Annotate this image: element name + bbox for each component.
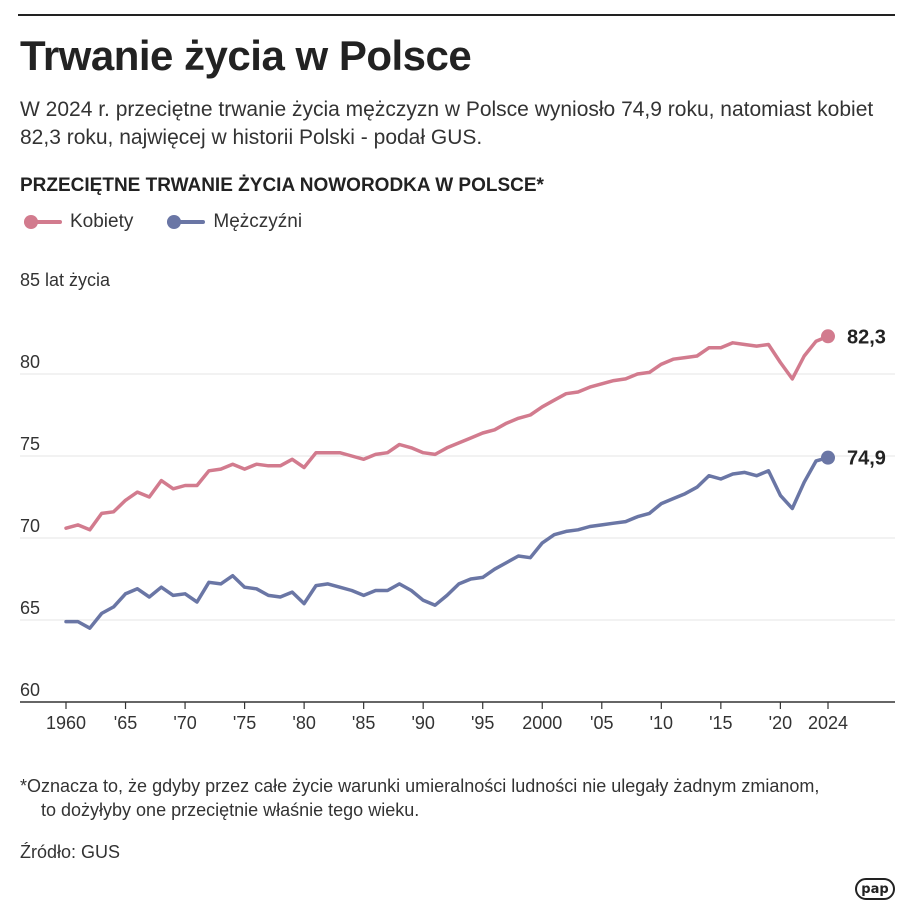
- end-point-mezczyzni: [821, 450, 835, 465]
- chart-legend: Kobiety Mężczyźni: [24, 208, 336, 236]
- x-tick-label-2000: 2000: [522, 713, 562, 733]
- pap-logo: pap: [855, 878, 895, 900]
- x-tick-label-1975: '75: [233, 713, 256, 733]
- x-tick-label-1995: '95: [471, 713, 494, 733]
- series-line-kobiety: [64, 334, 830, 532]
- x-tick-label-2015: '15: [709, 713, 732, 733]
- x-tick-label-1990: '90: [411, 713, 434, 733]
- legend-item-kobiety: Kobiety: [24, 211, 133, 233]
- page-title: Trwanie życia w Polsce: [20, 32, 472, 79]
- legend-swatch-kobiety: [24, 215, 62, 229]
- x-tick-label-1985: '85: [352, 713, 375, 733]
- legend-label-mezczyzni: Mężczyźni: [213, 211, 303, 232]
- y-tick-label-60: 60: [20, 680, 40, 700]
- legend-label-kobiety: Kobiety: [70, 211, 134, 232]
- end-label-kobiety: 82,3: [847, 326, 886, 348]
- series-line-mezczyzni: [64, 455, 830, 630]
- y-tick-label-75: 75: [20, 434, 40, 454]
- footnote-line-1: *Oznacza to, że gdyby przez całe życie w…: [20, 776, 820, 796]
- life-expectancy-chart: 85 lat życia 60 65 70 75 80 1960 '65 '70 '75 '80 '8…: [20, 270, 895, 733]
- y-axis-label: 85 lat życia: [20, 270, 111, 290]
- legend-swatch-mezczyzni: [167, 215, 206, 229]
- x-tick-label-1970: '70: [173, 713, 196, 733]
- end-label-mezczyzni: 74,9: [847, 448, 886, 470]
- x-tick-label-1960: 1960: [46, 713, 86, 733]
- y-tick-label-70: 70: [20, 516, 40, 536]
- y-tick-label-65: 65: [20, 598, 40, 618]
- footnote-line-2: to dożyłyby one przeciętnie właśnie tego…: [41, 800, 420, 820]
- x-tick-label-1980: '80: [292, 713, 315, 733]
- page-subtitle: W 2024 r. przeciętne trwanie życia mężcz…: [20, 98, 874, 149]
- footnote: *Oznacza to, że gdyby przez całe życie w…: [20, 774, 900, 822]
- x-tick-label-1965: '65: [114, 713, 137, 733]
- x-tick-label-2024: 2024: [808, 713, 848, 733]
- x-tick-label-2010: '10: [650, 713, 673, 733]
- x-tick-label-2005: '05: [590, 713, 613, 733]
- chart-title: PRZECIĘTNE TRWANIE ŻYCIA NOWORODKA W POL…: [20, 175, 544, 196]
- end-point-kobiety: [821, 329, 835, 344]
- y-tick-label-80: 80: [20, 352, 40, 372]
- x-tick-label-2020: '20: [769, 713, 792, 733]
- source-note: Źródło: GUS: [20, 842, 121, 862]
- legend-item-mezczyzni: Mężczyźni: [167, 211, 302, 233]
- top-rule: [18, 14, 895, 16]
